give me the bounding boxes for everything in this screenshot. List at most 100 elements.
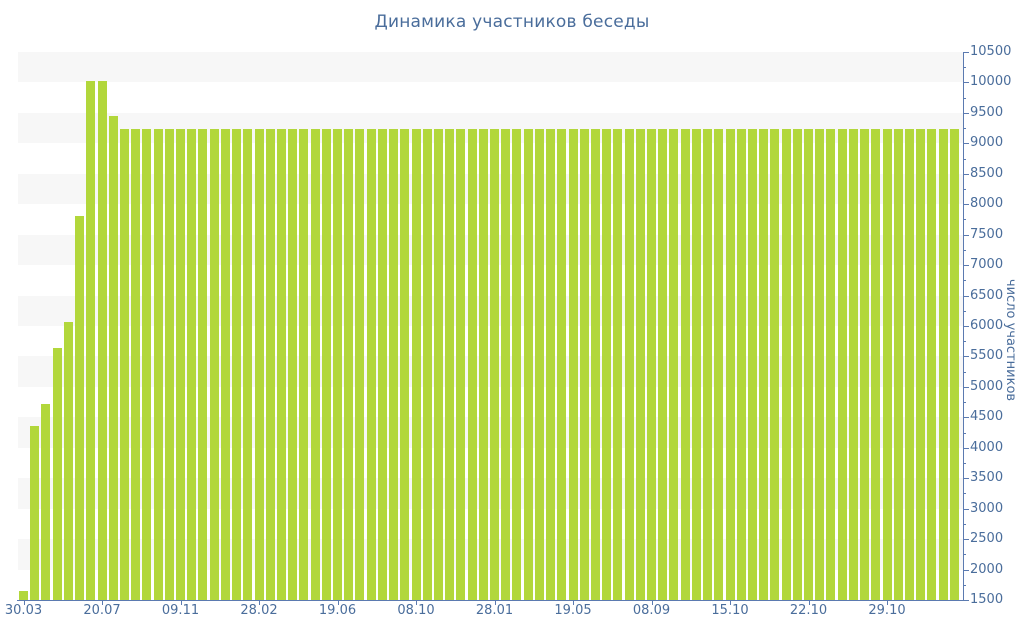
bar[interactable]	[602, 129, 612, 600]
bar[interactable]	[512, 129, 522, 600]
y-tick-minor	[963, 249, 966, 251]
y-axis-title: число участников	[1003, 278, 1018, 402]
bar[interactable]	[153, 129, 163, 600]
bar[interactable]	[669, 129, 679, 600]
bar[interactable]	[30, 425, 40, 600]
bar[interactable]	[276, 129, 286, 600]
bar[interactable]	[770, 129, 780, 600]
bar[interactable]	[433, 129, 443, 600]
bar[interactable]	[467, 129, 477, 600]
bar[interactable]	[198, 129, 208, 600]
bar[interactable]	[826, 129, 836, 600]
bar[interactable]	[703, 129, 713, 600]
bar[interactable]	[142, 129, 152, 600]
bar[interactable]	[97, 80, 107, 600]
bar[interactable]	[736, 129, 746, 600]
bar[interactable]	[658, 129, 668, 600]
x-tick-label: 30.03	[4, 603, 43, 618]
bar[interactable]	[927, 129, 937, 600]
bar[interactable]	[333, 129, 342, 600]
bar[interactable]	[860, 129, 870, 600]
bar[interactable]	[804, 129, 813, 600]
bar[interactable]	[647, 129, 656, 600]
bar[interactable]	[321, 129, 331, 600]
bar[interactable]	[52, 347, 62, 600]
bar[interactable]	[949, 129, 959, 600]
bar[interactable]	[108, 115, 118, 600]
bar[interactable]	[411, 129, 421, 600]
bar[interactable]	[344, 129, 354, 600]
bar[interactable]	[232, 129, 242, 600]
bar[interactable]	[815, 129, 825, 600]
y-tick-major	[963, 417, 969, 419]
bar[interactable]	[635, 129, 645, 600]
bar[interactable]	[916, 129, 926, 600]
bar[interactable]	[848, 129, 858, 600]
bar[interactable]	[871, 129, 881, 600]
y-tick-major	[963, 386, 969, 388]
bar[interactable]	[478, 129, 488, 600]
bar[interactable]	[254, 129, 264, 600]
bar[interactable]	[377, 129, 387, 600]
bar[interactable]	[366, 129, 376, 600]
bar[interactable]	[288, 129, 298, 600]
bar[interactable]	[86, 80, 96, 600]
bar[interactable]	[490, 129, 499, 600]
bar[interactable]	[41, 403, 51, 600]
bar[interactable]	[590, 129, 600, 600]
bar[interactable]	[265, 129, 275, 600]
bar[interactable]	[759, 129, 769, 600]
bar[interactable]	[792, 129, 802, 600]
bar[interactable]	[557, 129, 567, 600]
bar[interactable]	[400, 129, 410, 600]
bar[interactable]	[456, 129, 466, 600]
x-tick-label: 19.06	[318, 603, 357, 618]
bar[interactable]	[882, 129, 892, 600]
y-tick-minor	[963, 432, 966, 434]
bar[interactable]	[299, 129, 309, 600]
plot-area	[18, 52, 963, 600]
bar[interactable]	[725, 129, 735, 600]
bar[interactable]	[904, 129, 914, 600]
bar[interactable]	[63, 321, 73, 600]
bar[interactable]	[422, 129, 432, 600]
bar[interactable]	[568, 129, 578, 600]
bar[interactable]	[243, 129, 253, 600]
bar[interactable]	[131, 129, 141, 600]
y-tick-label: 6000	[970, 318, 1004, 333]
bar[interactable]	[389, 129, 399, 600]
bar[interactable]	[691, 129, 701, 600]
y-tick-label: 5000	[970, 378, 1004, 394]
bar[interactable]	[310, 129, 320, 600]
bar[interactable]	[893, 129, 903, 600]
bar[interactable]	[501, 129, 511, 600]
bar[interactable]	[546, 129, 556, 600]
bar[interactable]	[220, 129, 230, 600]
bar[interactable]	[187, 129, 197, 600]
bar[interactable]	[176, 129, 185, 600]
bar[interactable]	[938, 129, 948, 600]
bar[interactable]	[164, 129, 174, 600]
x-tick	[887, 601, 888, 605]
x-tick	[730, 601, 731, 605]
bar[interactable]	[75, 216, 85, 600]
bar[interactable]	[209, 129, 219, 600]
bar[interactable]	[747, 129, 757, 600]
bar[interactable]	[355, 129, 365, 600]
x-tick-label: 28.02	[240, 603, 278, 618]
bar[interactable]	[19, 590, 28, 600]
bar[interactable]	[579, 129, 589, 600]
bar[interactable]	[613, 129, 623, 600]
bar[interactable]	[714, 129, 724, 600]
bar[interactable]	[119, 129, 129, 600]
y-tick-major	[963, 204, 969, 206]
y-tick-major	[963, 265, 969, 267]
bar[interactable]	[624, 129, 634, 600]
bar[interactable]	[781, 129, 791, 600]
bar[interactable]	[445, 129, 455, 600]
bar[interactable]	[523, 129, 533, 600]
bar[interactable]	[837, 129, 847, 600]
bar[interactable]	[534, 129, 544, 600]
bar[interactable]	[680, 129, 690, 600]
plot-band	[18, 82, 963, 113]
